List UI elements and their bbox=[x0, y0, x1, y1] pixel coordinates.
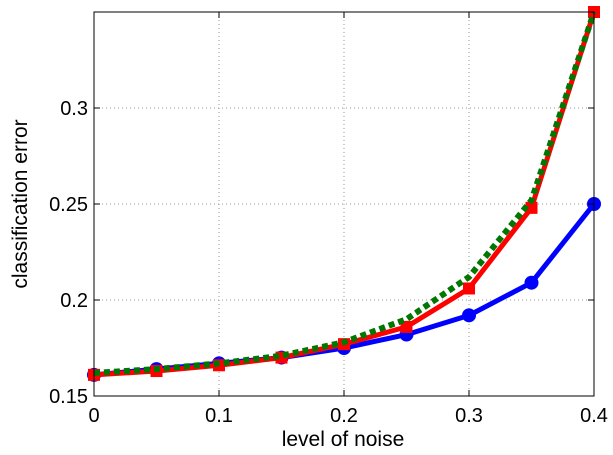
series-1-point bbox=[462, 308, 476, 323]
grid-lines bbox=[94, 12, 594, 396]
series-layer bbox=[87, 6, 601, 382]
tick-labels: 0 0.1 0.2 0.3 0.4 0.15 0.2 0.25 0.3 bbox=[49, 98, 608, 427]
y-tick-label: 0.15 bbox=[49, 386, 88, 408]
y-tick-label: 0.2 bbox=[60, 290, 88, 312]
series-2-point bbox=[400, 320, 413, 333]
x-tick-label: 0.1 bbox=[205, 405, 233, 427]
y-tick-label: 0.3 bbox=[60, 98, 88, 120]
series-3 bbox=[93, 11, 597, 376]
tick-marks bbox=[93, 12, 595, 397]
series-2-point bbox=[463, 282, 475, 295]
series-1-point bbox=[524, 275, 539, 290]
y-tick-label: 0.25 bbox=[49, 194, 88, 216]
x-tick-label: 0.4 bbox=[580, 405, 608, 427]
y-axis-label: classification error bbox=[9, 119, 32, 288]
x-tick-label: 0.2 bbox=[330, 405, 358, 427]
series-3-line bbox=[93, 11, 597, 376]
x-tick-label: 0 bbox=[88, 405, 99, 427]
series-2-point bbox=[525, 201, 538, 214]
x-tick-label: 0.3 bbox=[455, 405, 483, 427]
x-axis-label: level of noise bbox=[282, 428, 405, 451]
